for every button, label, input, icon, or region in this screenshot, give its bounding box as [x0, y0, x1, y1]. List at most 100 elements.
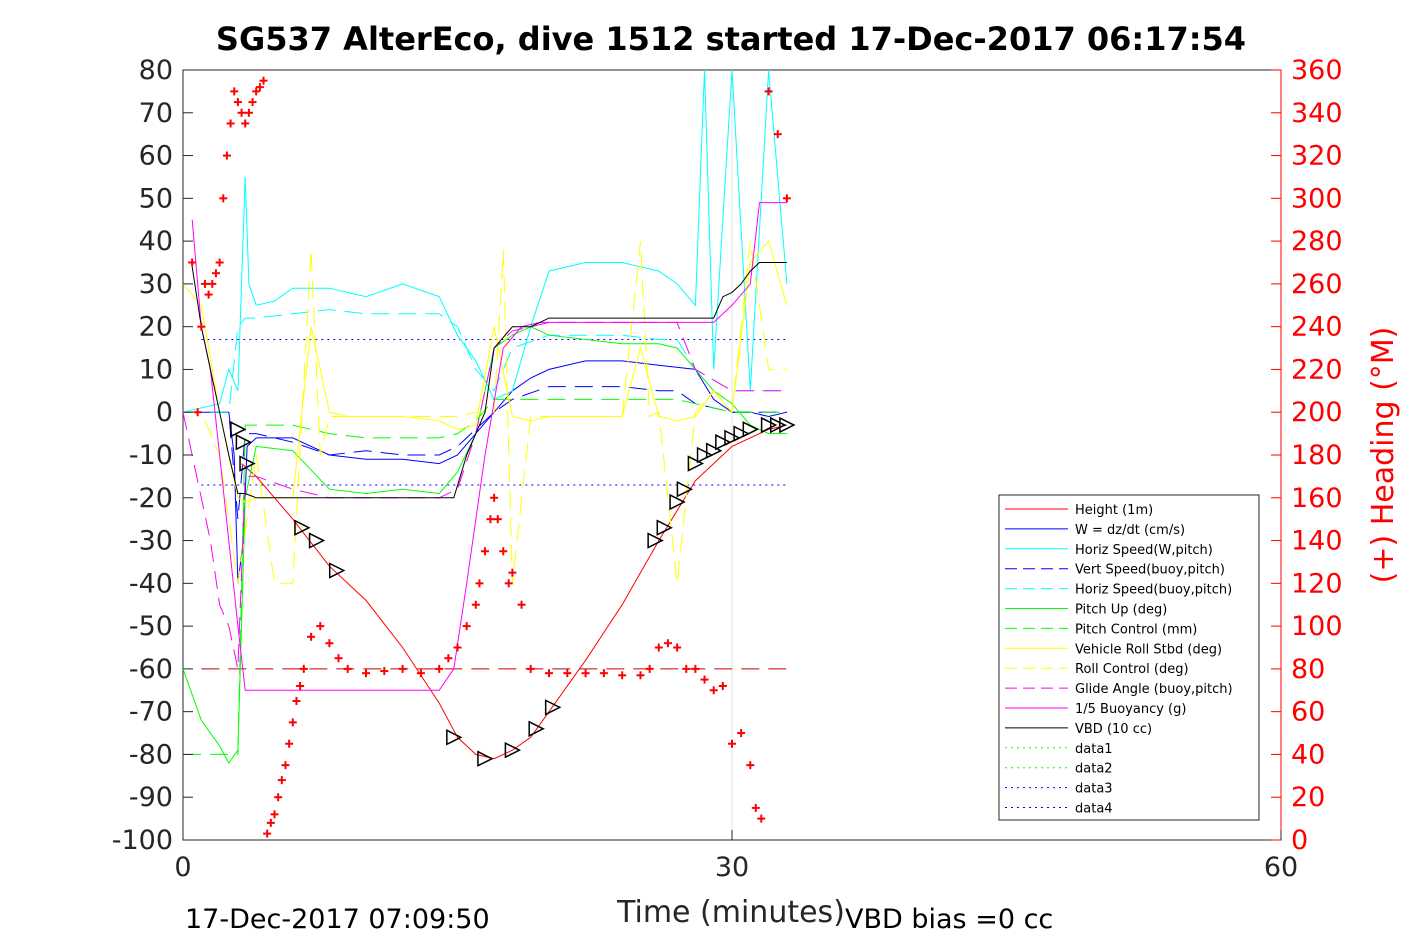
left-tick-label: -70	[129, 697, 173, 728]
series-group	[182, 69, 788, 764]
left-tick-label: 10	[139, 354, 173, 385]
heading-point	[219, 194, 228, 203]
heading-point	[504, 579, 513, 588]
triangle-marker	[715, 433, 732, 451]
left-tick-label: -10	[129, 440, 173, 471]
triangle-marker	[676, 481, 694, 498]
heading-point	[292, 696, 301, 705]
heading-point	[226, 119, 235, 128]
legend-label: Vert Speed(buoy,pitch)	[1075, 563, 1225, 578]
left-tick-label: -40	[129, 568, 173, 599]
heading-point	[493, 515, 502, 524]
heading-point	[274, 793, 283, 802]
heading-point	[325, 639, 334, 648]
legend-label: Horiz Speed(W,pitch)	[1075, 543, 1213, 558]
heading-point	[285, 739, 294, 748]
right-tick-label: 220	[1291, 354, 1343, 385]
heading-point	[563, 669, 572, 678]
legend-label: VBD (10 cc)	[1075, 722, 1152, 737]
heading-point	[200, 279, 209, 288]
heading-point	[241, 119, 250, 128]
legend-label: Glide Angle (buoy,pitch)	[1075, 682, 1233, 697]
footer-timestamp: 17-Dec-2017 07:09:50	[185, 904, 490, 935]
x-tick-label: 30	[715, 852, 749, 883]
left-tick-label: 0	[156, 397, 173, 428]
heading-point	[204, 290, 213, 299]
legend-label: data4	[1075, 802, 1113, 817]
right-tick-label: 240	[1291, 312, 1343, 343]
heading-point	[645, 664, 654, 673]
left-tick-label: 20	[139, 312, 173, 343]
triangle-marker	[528, 720, 545, 737]
heading-point	[782, 194, 791, 203]
triangle-marker	[504, 741, 522, 759]
heading-point	[416, 669, 425, 678]
triangle-marker	[687, 455, 705, 472]
x-axis-label: Time (minutes)	[616, 895, 845, 930]
triangle-marker	[705, 442, 723, 459]
triangle-marker	[742, 421, 759, 438]
series-line	[183, 386, 787, 520]
heading-point	[682, 664, 691, 673]
heading-point	[259, 76, 268, 85]
right-tick-label: 300	[1291, 183, 1343, 214]
triangle-marker	[647, 532, 664, 549]
triangle-marker	[544, 699, 562, 716]
heading-point	[252, 87, 261, 96]
heading-point	[244, 108, 253, 117]
heading-point	[233, 98, 242, 107]
heading-point	[490, 493, 499, 502]
heading-point	[718, 682, 727, 690]
heading-point	[499, 547, 508, 556]
triangle-markers	[230, 416, 796, 767]
legend-label: data3	[1075, 782, 1113, 797]
series-line	[183, 309, 787, 413]
series-line	[191, 262, 787, 499]
heading-point	[691, 664, 700, 673]
legend-label: Pitch Control (mm)	[1075, 622, 1197, 637]
heading-point	[444, 654, 453, 663]
heading-point	[526, 664, 535, 673]
right-tick-label: 40	[1291, 739, 1325, 770]
triangle-marker	[239, 455, 256, 472]
heading-point	[277, 776, 286, 785]
heading-point	[700, 675, 709, 684]
heading-point	[193, 408, 202, 417]
triangle-marker	[724, 429, 741, 447]
heading-point	[709, 686, 718, 695]
heading-points	[188, 76, 791, 838]
heading-point	[316, 622, 325, 631]
right-tick-label: 100	[1291, 611, 1343, 642]
legend-label: W = dz/dt (cm/s)	[1075, 523, 1185, 538]
triangle-marker	[446, 729, 463, 746]
left-tick-label: 80	[139, 55, 173, 86]
right-tick-label: 180	[1291, 440, 1343, 471]
heading-point	[334, 654, 343, 663]
left-tick-label: 70	[139, 98, 173, 129]
left-axis: 80 70 60 50 40 30 20 10 0 -10 -20 -30 -40 -50 -60 -70 -8…	[112, 55, 193, 856]
heading-point	[215, 258, 224, 267]
heading-point	[266, 818, 275, 827]
right-axis: 3603403203002802602402202001801601401201…	[1271, 55, 1343, 856]
right-tick-label: 360	[1291, 55, 1343, 86]
heading-point	[654, 643, 663, 652]
legend-label: 1/5 Buoyancy (g)	[1075, 702, 1186, 717]
heading-point	[398, 664, 407, 673]
heading-point	[237, 108, 246, 117]
left-tick-label: 60	[139, 141, 173, 172]
legend-label: Vehicle Roll Stbd (deg)	[1075, 642, 1222, 657]
legend: Height (1m) W = dz/dt (cm/s) Horiz Speed(W…	[998, 494, 1260, 821]
legend-label: data1	[1075, 742, 1113, 757]
legend-label: Roll Control (deg)	[1075, 662, 1189, 677]
footer-vbd-bias: VBD bias =0 cc	[845, 904, 1053, 935]
heading-point	[663, 639, 672, 648]
triangle-marker	[328, 562, 346, 579]
legend-label: Horiz Speed(buoy,pitch)	[1075, 583, 1232, 598]
x-tick-label: 60	[1264, 852, 1298, 883]
heading-point	[737, 729, 746, 738]
heading-point	[517, 600, 526, 609]
x-tick-label: 0	[174, 852, 191, 883]
left-tick-label: 40	[139, 226, 173, 257]
heading-point	[299, 664, 308, 673]
left-tick-label: -20	[129, 483, 173, 514]
